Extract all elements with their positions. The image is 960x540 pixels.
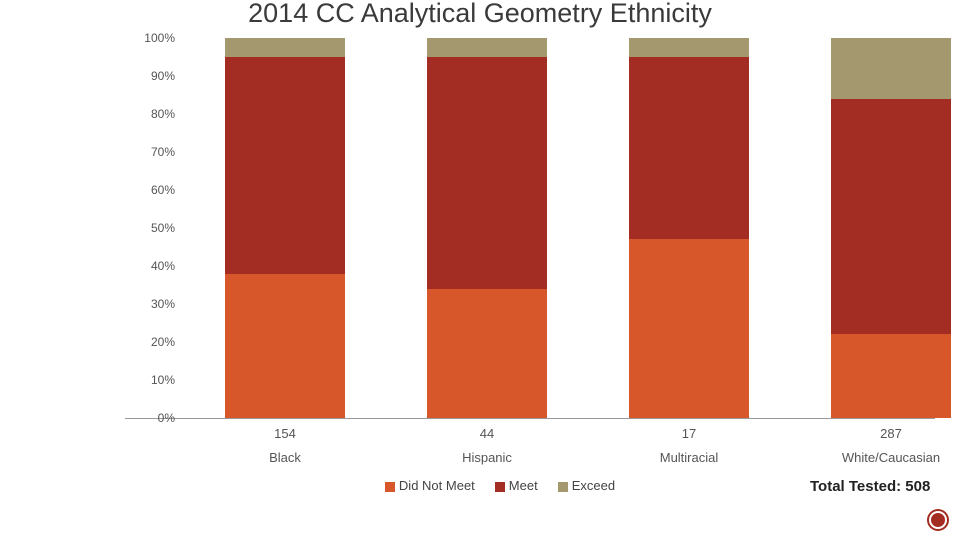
x-axis-category-label: Hispanic — [407, 450, 567, 465]
bar-segment-exceed — [427, 38, 547, 57]
y-axis-tick-label: 100% — [125, 31, 175, 45]
y-axis-tick-label: 60% — [125, 183, 175, 197]
legend-item: Meet — [495, 478, 538, 493]
y-axis-tick-label: 30% — [125, 297, 175, 311]
decorative-medallion-icon — [926, 508, 950, 532]
bar-group — [225, 38, 345, 418]
bar-segment-did_not_meet — [225, 274, 345, 418]
bar-group — [831, 38, 951, 418]
y-axis-tick-label: 10% — [125, 373, 175, 387]
y-axis-tick-label: 20% — [125, 335, 175, 349]
x-axis-count-label: 287 — [831, 426, 951, 441]
y-axis-tick-label: 50% — [125, 221, 175, 235]
bar-segment-exceed — [831, 38, 951, 99]
bar-segment-meet — [629, 57, 749, 239]
x-axis-category-label: Multiracial — [609, 450, 769, 465]
legend-item: Did Not Meet — [385, 478, 475, 493]
bar-segment-did_not_meet — [629, 239, 749, 418]
bar-group — [629, 38, 749, 418]
legend-label: Exceed — [572, 478, 615, 493]
x-axis-count-label: 17 — [629, 426, 749, 441]
y-axis-tick-label: 80% — [125, 107, 175, 121]
x-axis-category-label: White/Caucasian — [811, 450, 960, 465]
bar-segment-did_not_meet — [427, 289, 547, 418]
chart-title: 2014 CC Analytical Geometry Ethnicity — [0, 0, 960, 29]
x-axis-count-label: 154 — [225, 426, 345, 441]
legend-swatch-icon — [385, 482, 395, 492]
bar-segment-meet — [225, 57, 345, 274]
y-axis-tick-label: 90% — [125, 69, 175, 83]
bar-segment-did_not_meet — [831, 334, 951, 418]
legend: Did Not Meet Meet Exceed — [65, 478, 935, 493]
x-axis-count-label: 44 — [427, 426, 547, 441]
x-axis-category-label: Black — [205, 450, 365, 465]
bar-segment-exceed — [225, 38, 345, 57]
legend-swatch-icon — [495, 482, 505, 492]
bar-segment-meet — [427, 57, 547, 289]
legend-item: Exceed — [558, 478, 615, 493]
y-axis-tick-label: 0% — [125, 411, 175, 425]
legend-label: Meet — [509, 478, 538, 493]
legend-label: Did Not Meet — [399, 478, 475, 493]
plot-area: 0%10%20%30%40%50%60%70%80%90%100% — [125, 38, 935, 419]
legend-swatch-icon — [558, 482, 568, 492]
y-axis-tick-label: 70% — [125, 145, 175, 159]
chart-area: 0%10%20%30%40%50%60%70%80%90%100% Did No… — [65, 38, 935, 513]
total-tested-label: Total Tested: 508 — [810, 478, 940, 497]
bar-segment-exceed — [629, 38, 749, 57]
bar-group — [427, 38, 547, 418]
bar-segment-meet — [831, 99, 951, 335]
y-axis-tick-label: 40% — [125, 259, 175, 273]
